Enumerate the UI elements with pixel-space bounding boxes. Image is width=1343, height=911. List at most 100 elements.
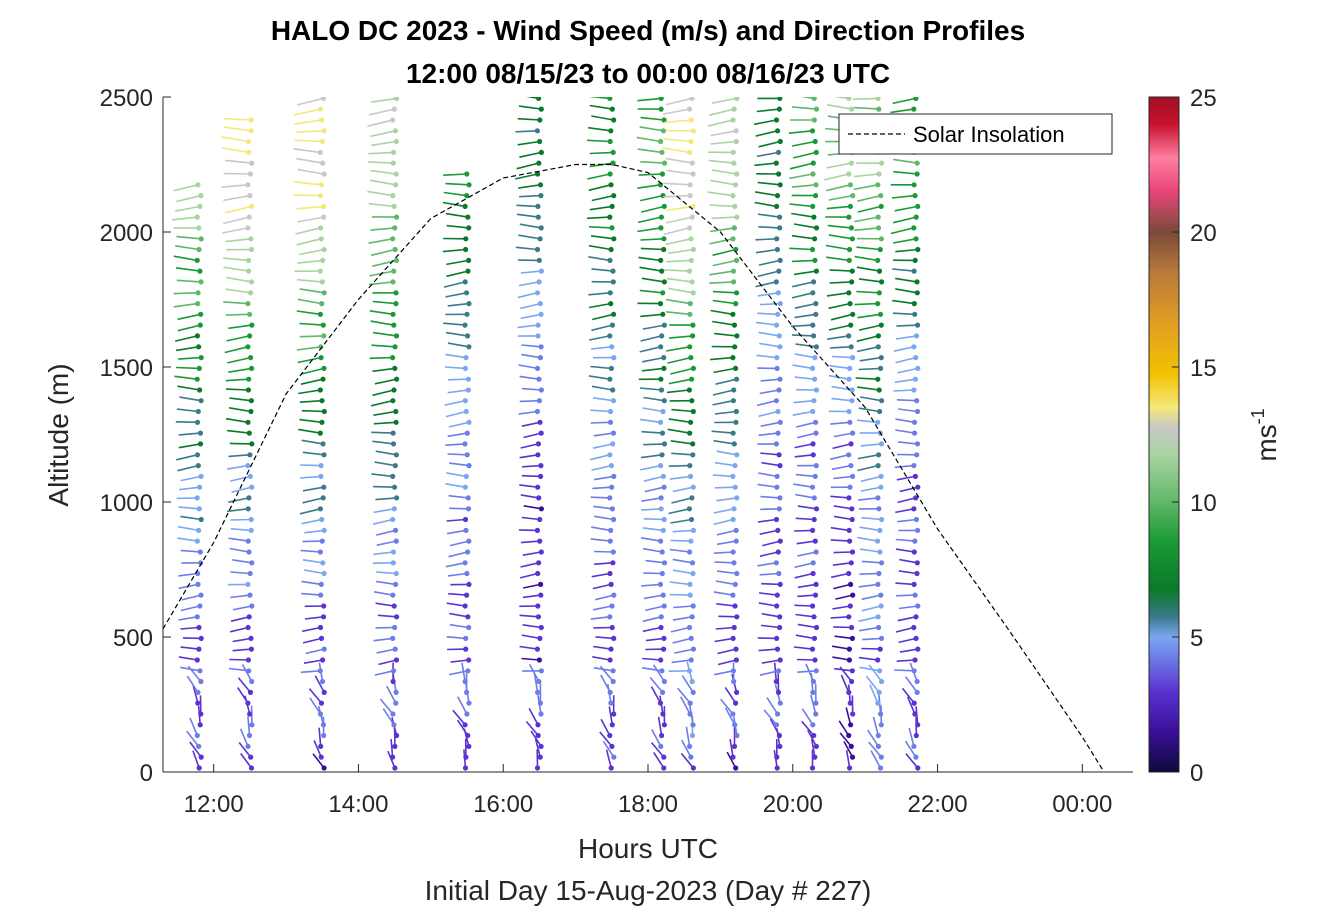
wind-barb [769,718,781,736]
x-tick-label: 18:00 [618,791,678,818]
wind-barb [662,108,690,115]
wind-barb-point [536,495,542,501]
colorbar-bar [1148,96,1180,773]
wind-barb-point [390,193,396,199]
x-tick-label: 14:00 [328,791,388,818]
wind-barb-point [245,624,251,631]
wind-barb [755,321,777,326]
wind-barb [588,226,613,229]
wind-barb-point [810,678,817,685]
wind-barb-point [689,97,695,101]
wind-barb-point [876,506,882,512]
wind-barb-point [690,765,697,771]
wind-barb [667,356,691,364]
wind-barb-point [810,441,816,447]
wind-barb-point [392,646,398,652]
wind-barb-point [876,387,882,393]
wind-barb-point [245,138,251,145]
wind-barb [857,205,882,213]
wind-barb-point [394,614,400,620]
wind-barb [652,664,666,682]
wind-barb-point [877,646,883,652]
wind-barb-point [915,603,921,609]
wind-barb [893,389,914,392]
wind-barb [667,428,690,434]
wind-barb [177,464,199,472]
wind-barb-point [661,355,667,361]
wind-barb [758,331,780,337]
wind-barb-point [245,463,251,469]
wind-barb [668,287,694,294]
wind-barb-point [734,570,740,577]
wind-barb [447,432,468,438]
wind-barb-point [913,355,919,361]
wind-barb-point [730,268,737,274]
wind-barb [444,399,466,406]
wind-barb [299,418,323,424]
wind-barb [845,749,851,769]
wind-barb-point [390,355,396,361]
wind-barb-point [320,657,326,663]
wind-barb-point [813,301,819,307]
wind-barb [372,367,395,373]
wind-barb [870,750,882,769]
wind-barb [895,335,917,340]
wind-barb-point [690,128,697,134]
wind-barb-point [730,398,737,404]
wind-barb-point [194,495,200,501]
wind-barb-point [462,398,468,404]
wind-barb-point [850,592,856,598]
wind-barb [302,637,322,644]
wind-barb-point [391,387,397,393]
wind-barb [518,281,540,287]
wind-barb [835,594,853,600]
wind-barb-point [776,668,782,674]
wind-barb [755,281,777,288]
wind-barb [671,659,692,664]
wind-barb [894,464,914,469]
wind-barb-point [535,322,541,328]
wind-barb [908,727,915,747]
wind-barb-point [320,322,326,328]
wind-barb [668,248,694,255]
wind-barb-point [878,193,884,199]
wind-barb [223,216,250,225]
wind-barb [442,248,466,253]
wind-barb-point [877,549,883,555]
wind-barb-point [914,171,920,177]
wind-barb-point [847,301,853,307]
wind-barb [178,443,201,449]
wind-barb [670,367,694,375]
wind-barb-point [911,268,917,274]
wind-barb [390,739,394,758]
wind-barb [176,454,198,461]
wind-barb [299,475,321,479]
wind-barb [189,741,202,758]
wind-barb [859,666,880,672]
wind-barb [795,517,815,521]
wind-barb-point [198,236,204,242]
wind-barb-point [194,257,200,263]
wind-barb-point [661,516,667,523]
wind-barb-point [847,700,853,706]
wind-barb [173,292,199,295]
wind-barb [301,439,324,445]
wind-barb-point [246,149,252,155]
wind-barb-point [878,484,884,490]
wind-barb-point [394,732,400,739]
wind-barb-point [393,301,399,307]
wind-barb-point [249,322,255,328]
wind-barb-point [690,171,696,177]
wind-barb [367,190,393,197]
wind-barb [789,247,813,251]
wind-barb [709,238,734,245]
wind-barb-point [392,463,398,469]
wind-barb-point [687,301,693,307]
wind-barb-point [607,97,613,101]
wind-barb [827,224,852,229]
wind-barb [519,484,538,488]
wind-barb-point [534,365,541,371]
wind-barb-point [878,635,885,642]
wind-barb [444,366,466,370]
wind-barb [761,659,781,664]
